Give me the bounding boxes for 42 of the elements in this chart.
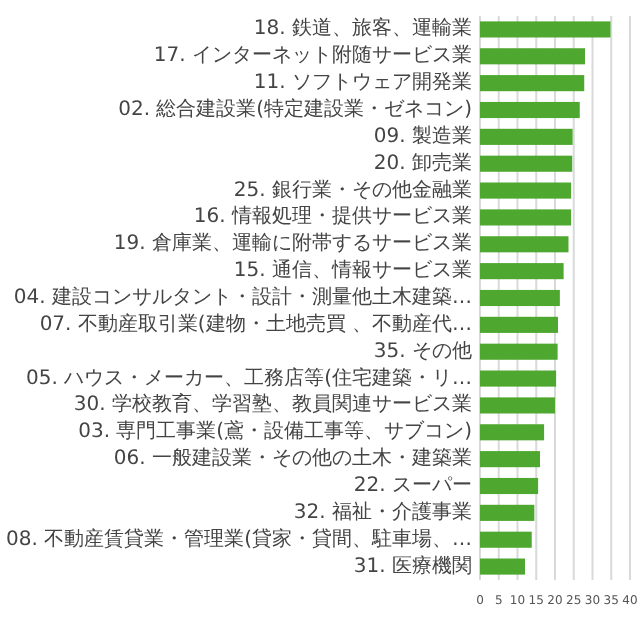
bar bbox=[479, 531, 532, 548]
y-tick-label: 05. ハウス・メーカー、工務店等(住宅建築・リ… bbox=[26, 365, 472, 390]
y-tick-label: 15. 通信、情報サービス業 bbox=[233, 258, 472, 283]
y-tick-label: 08. 不動産賃貸業・管理業(貸家・貸間、駐車場、… bbox=[6, 526, 472, 551]
bar bbox=[479, 75, 585, 92]
y-tick-label: 31. 医療機関 bbox=[353, 553, 472, 578]
y-tick-label: 35. その他 bbox=[373, 338, 472, 363]
y-tick-label: 09. 製造業 bbox=[373, 123, 472, 148]
bar bbox=[479, 424, 545, 441]
bar bbox=[479, 316, 558, 333]
bar bbox=[479, 182, 572, 199]
bar bbox=[479, 48, 585, 65]
bar bbox=[479, 451, 540, 468]
y-tick-label: 03. 専門工事業(鳶・設備工事等、サブコン) bbox=[78, 419, 473, 444]
bar bbox=[479, 236, 569, 253]
bar bbox=[479, 558, 525, 575]
y-tick-label: 18. 鉄道、旅客、運輸業 bbox=[253, 16, 472, 41]
y-tick-label: 32. 福祉・介護事業 bbox=[293, 499, 472, 524]
bar bbox=[479, 343, 558, 360]
y-tick-label: 07. 不動産取引業(建物・土地売買 、不動産代… bbox=[39, 311, 472, 336]
y-tick-label: 25. 銀行業・その他金融業 bbox=[233, 177, 472, 202]
y-tick-label: 22. スーパー bbox=[353, 475, 472, 497]
y-tick-label: 30. 学校教育、学習塾、教員関連サービス業 bbox=[73, 392, 472, 417]
y-tick-label: 04. 建設コンサルタント・設計・測量他土木建築… bbox=[13, 285, 472, 309]
y-tick-label: 20. 卸売業 bbox=[373, 150, 472, 175]
bar bbox=[479, 101, 580, 119]
bar bbox=[479, 504, 535, 521]
bar bbox=[479, 477, 539, 495]
bar bbox=[479, 370, 557, 387]
y-tick-label: 17. インターネット附随サービス業 bbox=[153, 43, 472, 68]
bar bbox=[479, 128, 573, 145]
y-tick-label: 19. 倉庫業、運輸に附帯するサービス業 bbox=[113, 231, 472, 256]
y-tick-label: 16. 情報処理・提供サービス業 bbox=[193, 204, 472, 229]
bar bbox=[479, 21, 611, 38]
y-tick-label: 11. ソフトウェア開発業 bbox=[253, 70, 472, 95]
bar bbox=[479, 397, 555, 414]
y-tick-label: 02. 総合建設業(特定建設業・ゼネコン) bbox=[118, 97, 473, 121]
bar bbox=[479, 289, 560, 307]
bar bbox=[479, 263, 564, 280]
bar bbox=[479, 155, 573, 172]
bar bbox=[479, 209, 572, 226]
y-tick-label: 06. 一般建設業・その他の土木・建築業 bbox=[113, 446, 472, 471]
